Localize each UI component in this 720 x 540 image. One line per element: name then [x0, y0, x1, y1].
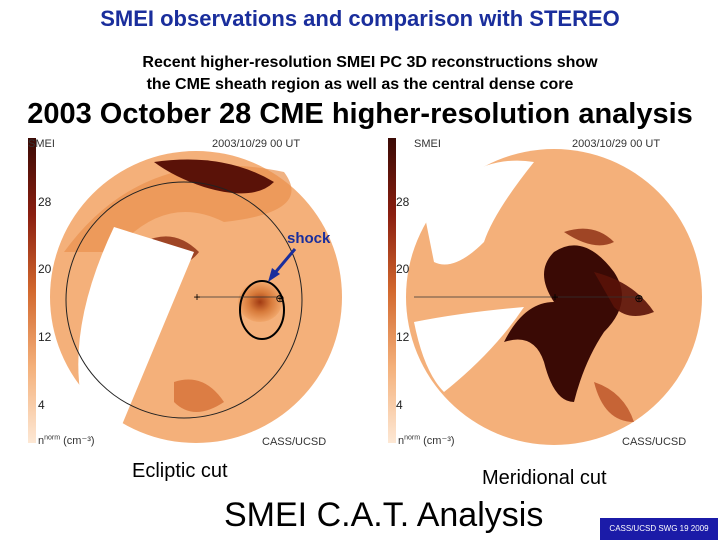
panel-timestamp: 2003/10/29 00 UT — [212, 138, 301, 150]
colorbar-units: nnorm (cm⁻³) — [398, 434, 455, 447]
colorbar-units: nnorm (cm⁻³) — [38, 434, 95, 447]
colorbar-tick: 12 — [396, 330, 410, 344]
shock-label: shock — [287, 230, 331, 247]
earth-orbit-circle — [65, 181, 303, 419]
cme-sheath-outline — [239, 280, 285, 340]
colorbar-tick: 28 — [396, 195, 410, 209]
colorbar-tick: 4 — [396, 398, 403, 412]
earth-marker: ⊕ — [634, 293, 643, 305]
density-region — [154, 159, 274, 194]
footer-title: SMEI C.A.T. Analysis — [224, 496, 544, 534]
cme-core — [238, 282, 282, 322]
density-region — [594, 272, 654, 316]
panel-label: SMEI — [414, 138, 441, 150]
analysis-title: 2003 October 28 CME higher-resolution an… — [27, 98, 693, 130]
subtitle-line-2: the CME sheath region as well as the cen… — [146, 76, 574, 93]
colorbar-tick: 20 — [396, 262, 410, 276]
density-region — [564, 228, 614, 246]
credit-label: CASS/UCSD — [622, 436, 687, 448]
colorbar — [388, 138, 396, 443]
cme-structure — [504, 245, 622, 402]
colorbar-tick: 20 — [38, 262, 52, 276]
data-gap — [78, 227, 194, 432]
credit-label: CASS/UCSD — [262, 436, 327, 448]
shock-arrow-head — [268, 268, 280, 282]
slide-title: SMEI observations and comparison with ST… — [100, 6, 620, 31]
footer-badge: CASS/UCSD SWG 19 2009 — [600, 518, 718, 540]
data-gap — [414, 307, 524, 392]
colorbar-tick: 12 — [38, 330, 52, 344]
panel-label: SMEI — [28, 138, 55, 150]
earth-marker: ⊕ — [275, 293, 284, 305]
density-region — [174, 379, 224, 412]
subtitle-line-1: Recent higher-resolution SMEI PC 3D reco… — [142, 54, 598, 71]
shock-arrow — [272, 248, 297, 275]
colorbar — [28, 138, 36, 443]
sun-marker: + — [551, 290, 558, 304]
density-region — [594, 382, 634, 422]
meridional-caption: Meridional cut — [482, 467, 607, 489]
meridional-panel: + ⊕ SMEI 2003/10/29 00 UT 28 20 12 4 nno… — [384, 132, 706, 450]
sun-marker: + — [193, 290, 200, 304]
data-gap — [424, 160, 534, 265]
colorbar-tick: 28 — [38, 195, 52, 209]
meridional-density-map: + ⊕ — [388, 138, 702, 445]
ecliptic-density-map: + ⊕ — [28, 138, 342, 443]
colorbar-tick: 4 — [38, 398, 45, 412]
panel-timestamp: 2003/10/29 00 UT — [572, 138, 661, 150]
ecliptic-panel: + ⊕ SMEI 2003/10/29 00 UT 28 20 12 4 nno… — [24, 132, 344, 450]
ecliptic-caption: Ecliptic cut — [132, 460, 228, 482]
